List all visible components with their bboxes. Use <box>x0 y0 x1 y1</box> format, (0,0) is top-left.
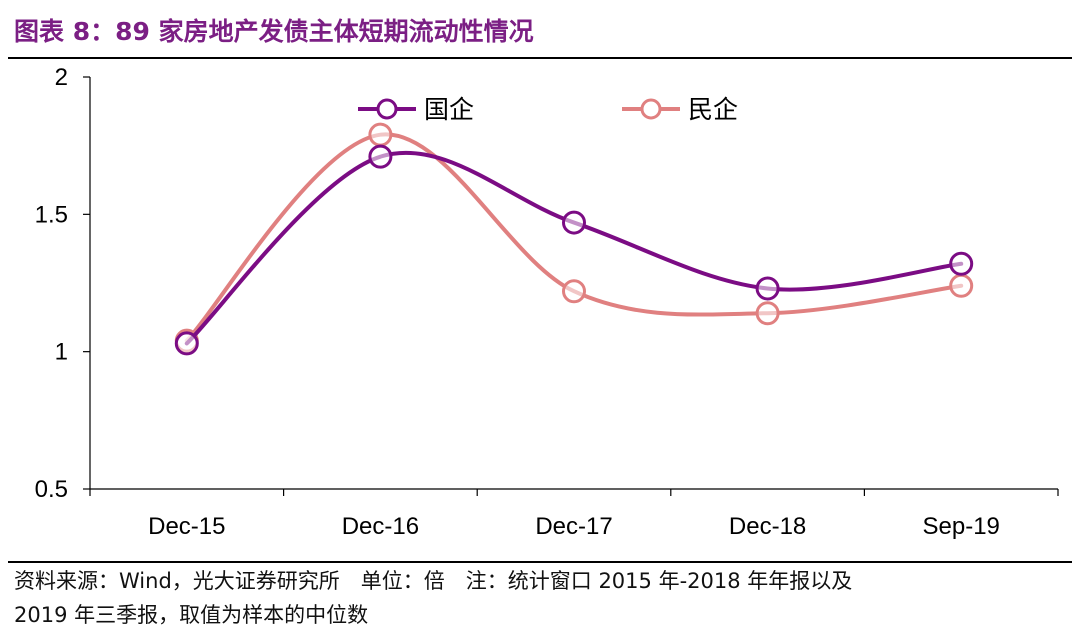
legend: 国企 民企 <box>358 95 738 124</box>
x-tick-label: Dec-18 <box>729 513 806 540</box>
y-tick-label: 0.5 <box>35 476 68 503</box>
source-note: 资料来源：Wind，光大证券研究所 单位：倍 注：统计窗口 2015 年-201… <box>14 564 1074 632</box>
data-point <box>755 301 780 326</box>
bottom-divider <box>8 561 1072 563</box>
data-point <box>949 251 974 276</box>
legend-label-1: 民企 <box>688 95 738 124</box>
x-tick-label: Dec-15 <box>148 513 225 540</box>
x-tick-label: Dec-17 <box>535 513 612 540</box>
line-chart: 0.5 1 1.5 2 Dec-15 Dec-16 Dec-17 Dec-18 Sep-19 国… <box>35 64 1059 540</box>
legend-label-0: 国企 <box>424 95 474 124</box>
data-point <box>949 273 974 298</box>
series-line-0 <box>184 150 964 346</box>
x-tick-label: Sep-19 <box>923 513 1000 540</box>
axes: 0.5 1 1.5 2 Dec-15 Dec-16 Dec-17 Dec-18 Sep-19 <box>35 64 1059 540</box>
top-divider <box>8 57 1072 59</box>
source-line-2: 2019 年三季报，取值为样本的中位数 <box>14 603 369 627</box>
data-point <box>368 144 393 169</box>
series-layer <box>174 122 974 356</box>
y-tick-label: 1 <box>55 339 68 366</box>
data-point <box>368 122 393 147</box>
x-tick-label: Dec-16 <box>342 513 419 540</box>
data-point <box>755 276 780 301</box>
y-tick-label: 2 <box>55 64 68 91</box>
data-point <box>562 279 586 304</box>
legend-marker-0 <box>376 98 398 120</box>
series-line-1 <box>184 132 964 343</box>
legend-marker-1 <box>640 98 662 120</box>
data-point <box>174 331 199 356</box>
data-point <box>562 210 586 235</box>
source-line-1: 资料来源：Wind，光大证券研究所 单位：倍 注：统计窗口 2015 年-201… <box>14 569 853 593</box>
y-tick-label: 1.5 <box>35 201 68 228</box>
chart-title: 图表 8：89 家房地产发债主体短期流动性情况 <box>14 17 534 46</box>
